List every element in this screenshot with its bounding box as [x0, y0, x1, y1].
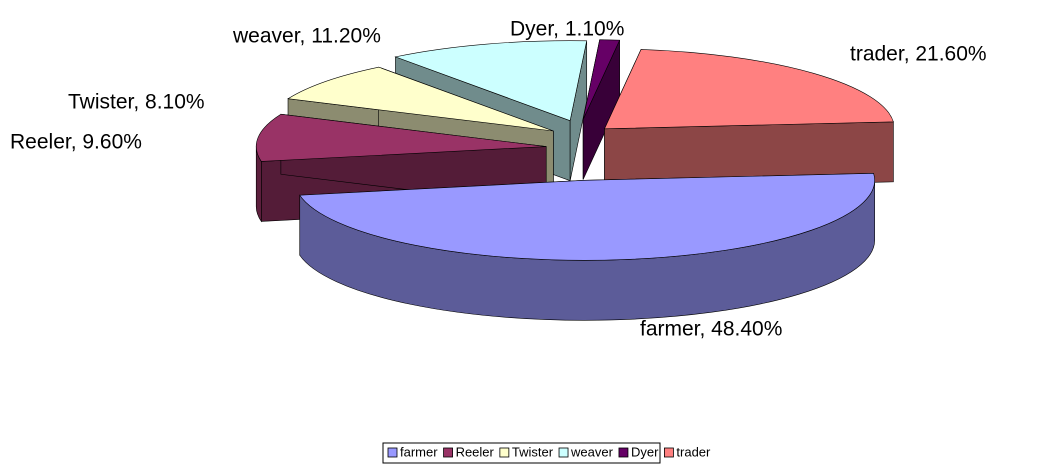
- legend-label: Reeler: [456, 444, 495, 459]
- slice: [604, 49, 894, 130]
- slice: [299, 173, 875, 261]
- legend-swatch: [664, 447, 674, 458]
- legend-swatch: [443, 447, 453, 458]
- legend-swatch: [499, 447, 510, 458]
- data-label: Reeler, 9.60%: [10, 131, 142, 154]
- pie: [255, 39, 894, 321]
- slice: [287, 66, 554, 132]
- legend-label: Twister: [512, 444, 554, 459]
- data-label: trader, 21.60%: [850, 43, 987, 66]
- legend-swatch: [618, 447, 629, 458]
- legend-label: Dyer: [631, 444, 659, 459]
- legend-label: trader: [676, 444, 711, 459]
- slice: [394, 40, 588, 122]
- data-label: Twister, 8.10%: [68, 91, 205, 114]
- slice: [582, 39, 621, 120]
- legend-swatch: [387, 447, 398, 458]
- data-label: weaver, 11.20%: [232, 25, 381, 48]
- data-label: Dyer, 1.10%: [510, 18, 624, 41]
- legend-swatch: [558, 447, 569, 458]
- data-labels: farmer, 48.40% Reeler, 9.60% Twister, 8.10…: [10, 18, 987, 341]
- slice: [255, 113, 547, 162]
- data-label: farmer, 48.40%: [640, 318, 782, 341]
- legend-label: farmer: [400, 444, 438, 459]
- legend-label: weaver: [570, 444, 614, 459]
- legend: farmer Reeler Twister weaver Dyer trader: [387, 444, 711, 459]
